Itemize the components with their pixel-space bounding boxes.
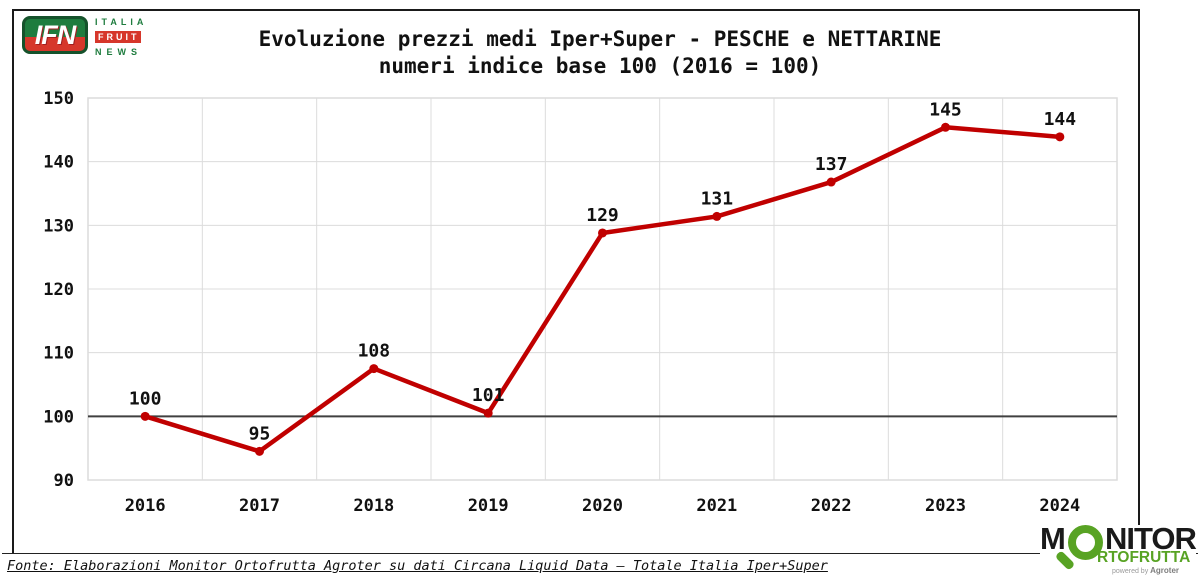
x-axis-tick-label: 2020 <box>582 496 623 516</box>
y-axis-tick-label: 110 <box>43 344 74 364</box>
x-axis-tick-label: 2021 <box>696 496 737 516</box>
monitor-logo-m: M <box>1040 521 1066 556</box>
powered-by-agroter: powered by Agroter <box>1112 566 1179 575</box>
x-axis-tick-label: 2023 <box>925 496 966 516</box>
x-axis-tick-label: 2024 <box>1039 496 1080 516</box>
data-point-label: 137 <box>815 154 848 175</box>
plot-border <box>87 97 1118 481</box>
chart-frame <box>12 9 1140 572</box>
ifn-wordmark: ITALIA FRUIT NEWS <box>95 16 147 58</box>
data-point-marker <box>712 211 722 221</box>
chart-title-line2: numeri indice base 100 (2016 = 100) <box>378 54 822 78</box>
magnifier-lens-icon <box>1068 525 1103 560</box>
chart-title-line1: Evoluzione prezzi medi Iper+Super - PESC… <box>258 27 942 51</box>
x-axis-tick-label: 2019 <box>468 496 509 516</box>
data-point-marker <box>140 411 150 421</box>
x-axis-tick-label: 2017 <box>239 496 280 516</box>
y-axis-tick-label: 130 <box>43 216 74 236</box>
agroter-brand: Agroter <box>1150 566 1180 575</box>
data-point-marker <box>598 228 607 238</box>
data-point-marker <box>255 446 264 456</box>
monitor-logo-nitor: NITOR <box>1105 521 1197 556</box>
data-point-label: 131 <box>701 188 734 209</box>
ifn-word-italia: ITALIA <box>95 17 148 27</box>
ifn-word-news: NEWS <box>95 47 142 57</box>
data-point-marker <box>941 122 950 132</box>
y-axis-tick-label: 120 <box>43 280 74 300</box>
x-axis-tick-label: 2018 <box>353 496 394 516</box>
y-axis-tick-label: 100 <box>43 407 74 427</box>
data-point-label: 144 <box>1044 109 1077 130</box>
x-axis-tick-label: 2016 <box>125 496 166 516</box>
powered-by-text: powered by <box>1112 568 1151 575</box>
data-point-label: 108 <box>358 341 391 362</box>
x-axis-tick-label: 2022 <box>811 496 852 516</box>
data-point-label: 145 <box>929 99 962 120</box>
ifn-logo: IFN ITALIA FRUIT NEWS <box>22 16 147 58</box>
source-note: Fonte: Elaborazioni Monitor Ortofrutta A… <box>7 558 828 574</box>
ifn-acronym: IFN <box>34 20 77 50</box>
data-point-marker <box>483 408 493 418</box>
data-point-label: 101 <box>472 385 505 406</box>
ifn-badge-icon: IFN <box>22 16 88 54</box>
data-point-marker <box>369 364 379 374</box>
y-axis-tick-label: 90 <box>54 471 74 491</box>
data-point-label: 100 <box>129 388 162 409</box>
ifn-word-fruit: FRUIT <box>95 31 141 43</box>
data-point-label: 129 <box>586 205 619 226</box>
y-axis-tick-label: 140 <box>43 153 74 173</box>
monitor-ortofrutta-logo: M NITOR RTOFRUTTA powered by Agroter <box>1040 521 1197 575</box>
chart-title: Evoluzione prezzi medi Iper+Super - PESC… <box>80 26 1120 80</box>
y-axis-tick-label: 150 <box>43 89 74 109</box>
data-point-marker <box>1055 132 1065 142</box>
data-point-label: 95 <box>249 423 271 444</box>
footer: Fonte: Elaborazioni Monitor Ortofrutta A… <box>2 553 1198 578</box>
monitor-logo-rtofrutta: RTOFRUTTA <box>1097 549 1191 566</box>
data-point-marker <box>826 177 836 187</box>
